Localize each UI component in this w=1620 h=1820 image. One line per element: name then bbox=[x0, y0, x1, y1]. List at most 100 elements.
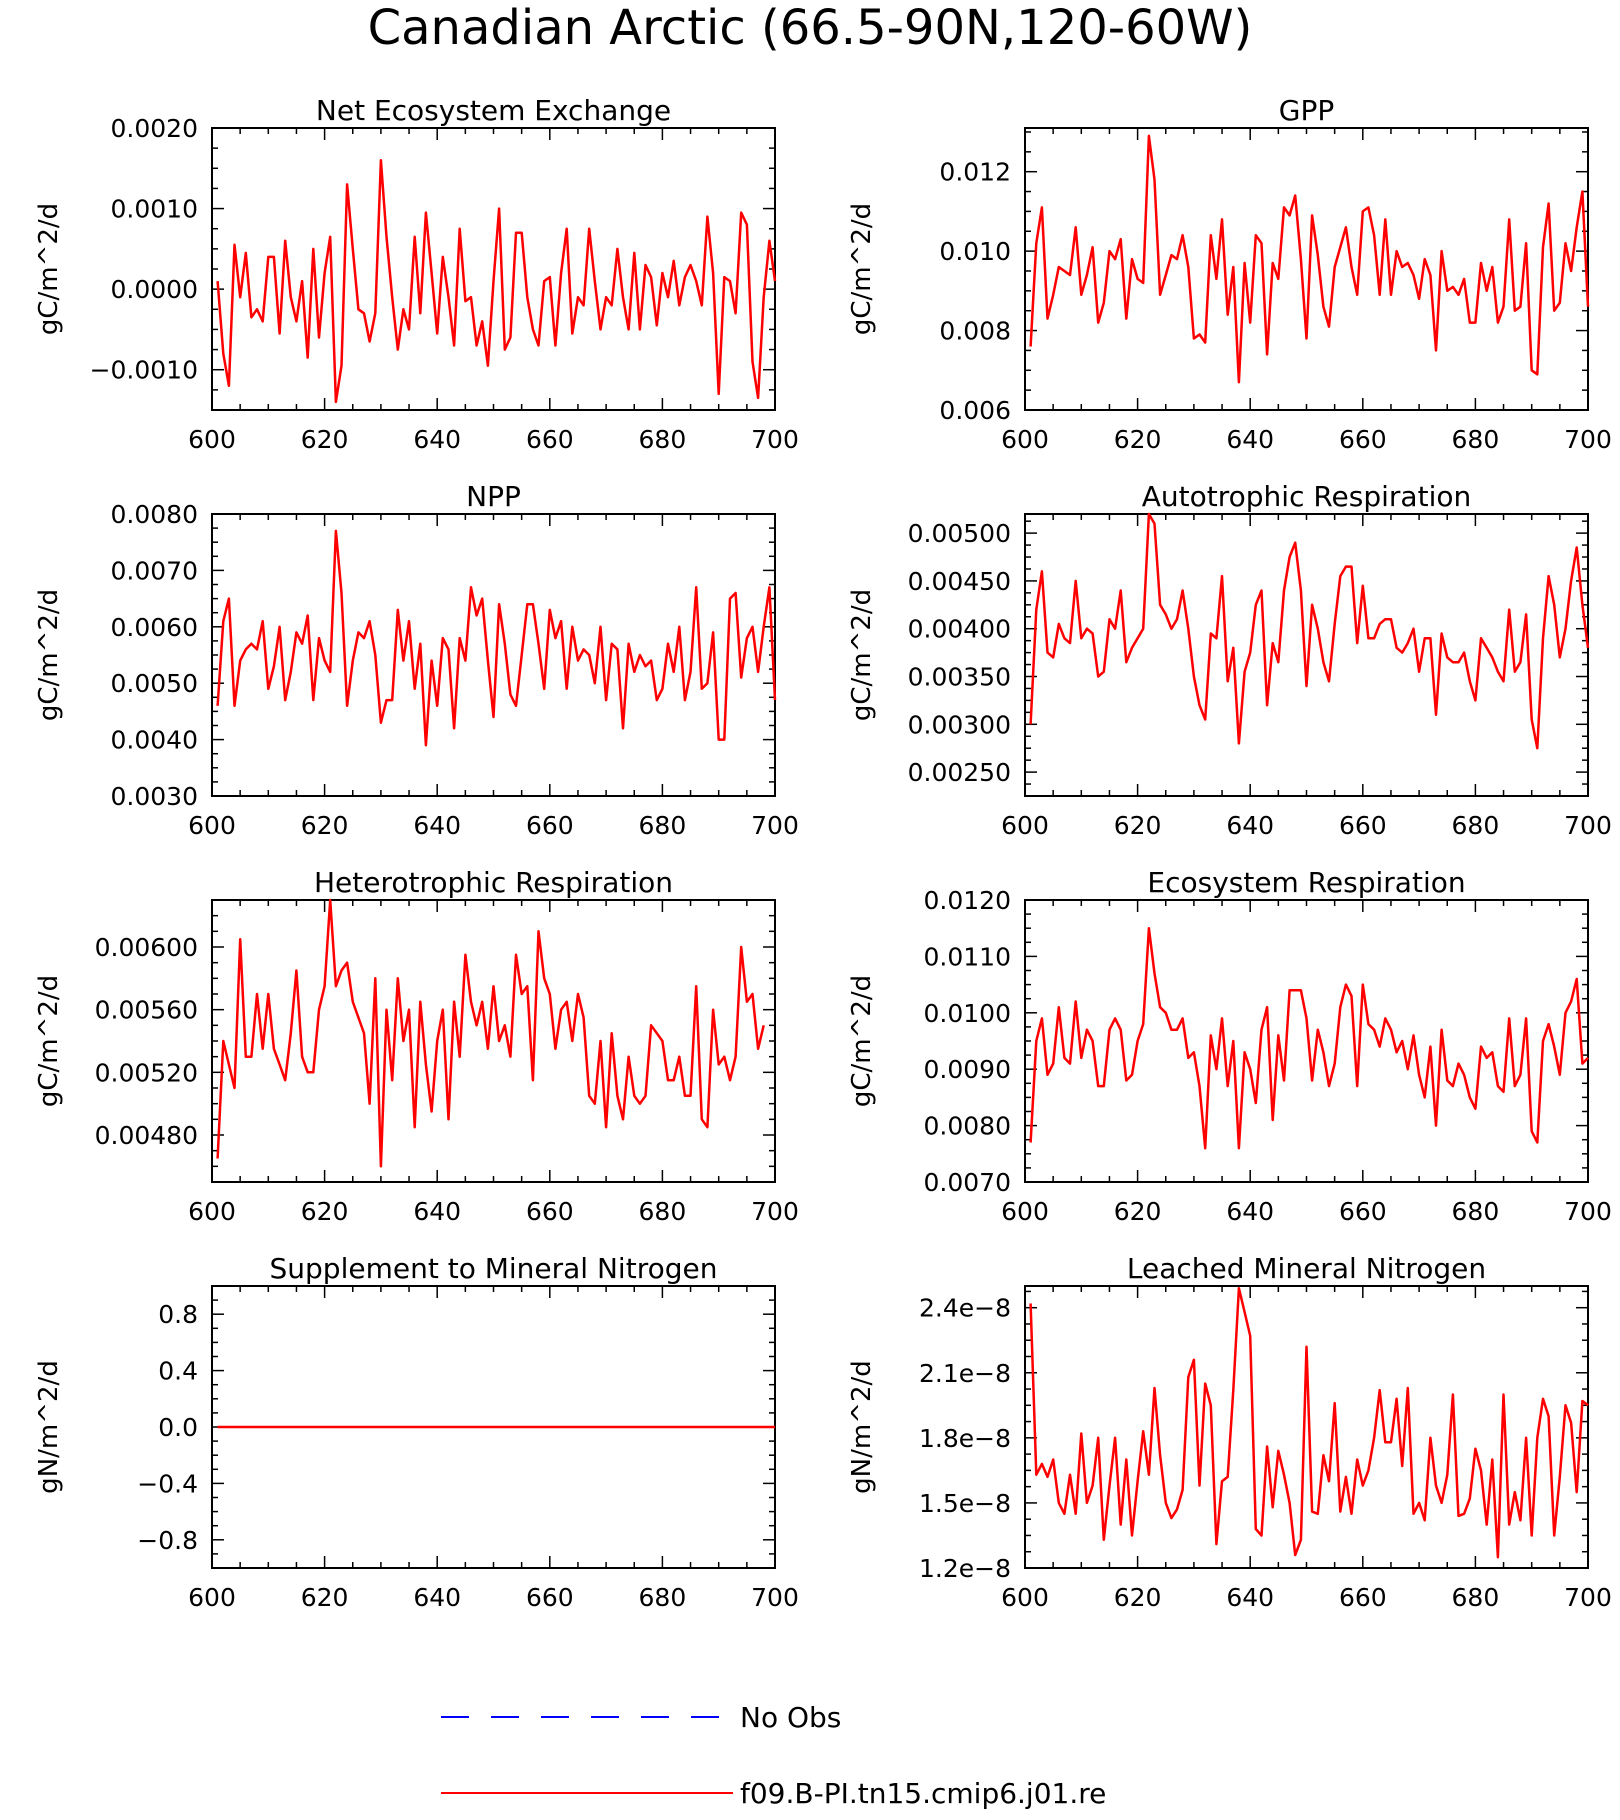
legend: No Obs f09.B-PI.tn15.cmip6.j01.re bbox=[441, 1701, 1106, 1810]
x-tick-label: 640 bbox=[413, 811, 461, 840]
x-tick-label: 700 bbox=[1564, 811, 1612, 840]
series-line bbox=[216, 529, 777, 747]
y-tick-label: 0.00300 bbox=[908, 710, 1011, 739]
panel-supplement-to-mineral-nitrogen: Supplement to Mineral Nitrogen gN/m^2/d 60… bbox=[34, 1252, 799, 1612]
x-tick-label: 600 bbox=[1001, 811, 1049, 840]
panel-title: Ecosystem Respiration bbox=[1147, 866, 1465, 899]
x-tick-label: 660 bbox=[526, 1583, 574, 1612]
x-tick-label: 640 bbox=[413, 1197, 461, 1226]
x-tick-label: 620 bbox=[1114, 1583, 1162, 1612]
x-tick-label: 620 bbox=[1114, 811, 1162, 840]
y-tick-label: 2.4e−8 bbox=[919, 1294, 1011, 1323]
x-tick-label: 620 bbox=[1114, 425, 1162, 454]
x-tick-label: 680 bbox=[639, 425, 687, 454]
y-tick-label: 2.1e−8 bbox=[919, 1359, 1011, 1388]
x-tick-label: 600 bbox=[1001, 1197, 1049, 1226]
x-tick-label: 700 bbox=[1564, 1583, 1612, 1612]
y-tick-label: 0.00520 bbox=[95, 1058, 198, 1087]
y-tick-label: 0.0090 bbox=[924, 1055, 1011, 1084]
panel-leached-mineral-nitrogen: Leached Mineral Nitrogen gN/m^2/d 600 620 64… bbox=[847, 1252, 1612, 1612]
panel-gpp: GPP gC/m^2/d 600 620 640 660 680 700 0.006 0.008 0… bbox=[847, 94, 1612, 454]
x-tick-label: 640 bbox=[1226, 1197, 1274, 1226]
y-tick-label: 0.0100 bbox=[924, 999, 1011, 1028]
x-tick-label: 680 bbox=[1452, 425, 1500, 454]
y-axis-label: gN/m^2/d bbox=[847, 1360, 877, 1494]
x-tick-label: 600 bbox=[188, 425, 236, 454]
x-tick-label: 640 bbox=[413, 425, 461, 454]
y-tick-label: 0.0060 bbox=[111, 613, 198, 642]
x-tick-label: 660 bbox=[526, 425, 574, 454]
x-tick-label: 680 bbox=[1452, 1197, 1500, 1226]
y-tick-label: 1.2e−8 bbox=[919, 1554, 1011, 1583]
series-line bbox=[1029, 926, 1589, 1150]
y-tick-label: 0.4 bbox=[158, 1357, 198, 1386]
panel-title: Heterotrophic Respiration bbox=[314, 866, 673, 899]
x-tick-label: 620 bbox=[301, 1197, 349, 1226]
y-tick-label: 0.00480 bbox=[95, 1121, 198, 1150]
plot-frame bbox=[211, 899, 776, 1183]
x-tick-label: 660 bbox=[526, 811, 574, 840]
x-tick-label: 660 bbox=[1339, 1583, 1387, 1612]
x-tick-label: 620 bbox=[1114, 1197, 1162, 1226]
panel-autotrophic-respiration: Autotrophic Respiration gC/m^2/d 600 620 640… bbox=[847, 480, 1612, 840]
x-tick-label: 620 bbox=[301, 1583, 349, 1612]
y-axis-label: gC/m^2/d bbox=[847, 589, 877, 721]
series-line bbox=[216, 898, 765, 1168]
panel-title: NPP bbox=[466, 480, 521, 513]
y-tick-label: 0.0040 bbox=[111, 726, 198, 755]
y-tick-label: 0.00350 bbox=[908, 663, 1011, 692]
panel-title: Net Ecosystem Exchange bbox=[316, 94, 671, 127]
legend-label: f09.B-PI.tn15.cmip6.j01.re bbox=[740, 1777, 1106, 1810]
x-tick-label: 600 bbox=[188, 811, 236, 840]
y-tick-label: 0.0070 bbox=[111, 556, 198, 585]
y-tick-label: 0.00400 bbox=[908, 615, 1011, 644]
panel-heterotrophic-respiration: Heterotrophic Respiration gC/m^2/d 600 620 6… bbox=[34, 866, 799, 1226]
y-tick-label: 0.0110 bbox=[924, 942, 1011, 971]
y-axis-label: gN/m^2/d bbox=[34, 1360, 64, 1494]
y-tick-label: 0.0080 bbox=[111, 500, 198, 529]
x-tick-label: 640 bbox=[1226, 425, 1274, 454]
y-tick-label: 0.0080 bbox=[924, 1112, 1011, 1141]
x-tick-label: 700 bbox=[751, 811, 799, 840]
x-tick-label: 660 bbox=[526, 1197, 574, 1226]
series-line bbox=[1029, 512, 1590, 750]
plot-frame bbox=[1024, 127, 1589, 411]
y-tick-label: 0.0000 bbox=[111, 275, 198, 304]
x-tick-label: 620 bbox=[301, 425, 349, 454]
y-axis-label: gC/m^2/d bbox=[847, 975, 877, 1107]
y-tick-label: 0.008 bbox=[939, 317, 1011, 346]
x-tick-label: 640 bbox=[1226, 811, 1274, 840]
x-tick-label: 700 bbox=[1564, 425, 1612, 454]
x-tick-label: 700 bbox=[1564, 1197, 1612, 1226]
x-tick-label: 600 bbox=[1001, 1583, 1049, 1612]
y-tick-label: 0.00250 bbox=[908, 758, 1011, 787]
panel-net-ecosystem-exchange: Net Ecosystem Exchange gC/m^2/d 600 620 640 6… bbox=[34, 94, 799, 454]
y-tick-label: −0.4 bbox=[137, 1469, 198, 1498]
x-tick-label: 700 bbox=[751, 425, 799, 454]
y-tick-label: 0.012 bbox=[939, 158, 1011, 187]
panel-npp: NPP gC/m^2/d 600 620 640 660 680 700 0.0030 0.004… bbox=[34, 480, 799, 840]
x-tick-label: 640 bbox=[1226, 1583, 1274, 1612]
panel-ecosystem-respiration: Ecosystem Respiration gC/m^2/d 600 620 640 66… bbox=[847, 866, 1612, 1226]
y-tick-label: 0.8 bbox=[158, 1300, 198, 1329]
x-tick-label: 680 bbox=[1452, 1583, 1500, 1612]
x-tick-label: 680 bbox=[639, 811, 687, 840]
x-tick-label: 700 bbox=[751, 1583, 799, 1612]
y-tick-label: 0.0030 bbox=[111, 782, 198, 811]
panel-title: Supplement to Mineral Nitrogen bbox=[270, 1252, 718, 1285]
x-tick-label: 660 bbox=[1339, 425, 1387, 454]
y-tick-label: 0.00560 bbox=[95, 996, 198, 1025]
y-axis-label: gC/m^2/d bbox=[847, 203, 877, 335]
x-tick-label: 640 bbox=[413, 1583, 461, 1612]
y-tick-label: 1.8e−8 bbox=[919, 1424, 1011, 1453]
y-tick-label: 0.00500 bbox=[908, 519, 1011, 548]
x-tick-label: 600 bbox=[1001, 425, 1049, 454]
x-tick-label: 680 bbox=[1452, 811, 1500, 840]
figure-title: Canadian Arctic (66.5-90N,120-60W) bbox=[368, 0, 1253, 56]
x-tick-label: 680 bbox=[639, 1197, 687, 1226]
y-tick-label: 0.0070 bbox=[924, 1168, 1011, 1197]
y-tick-label: 0.00600 bbox=[95, 933, 198, 962]
y-axis-label: gC/m^2/d bbox=[34, 203, 64, 335]
y-axis-label: gC/m^2/d bbox=[34, 975, 64, 1107]
